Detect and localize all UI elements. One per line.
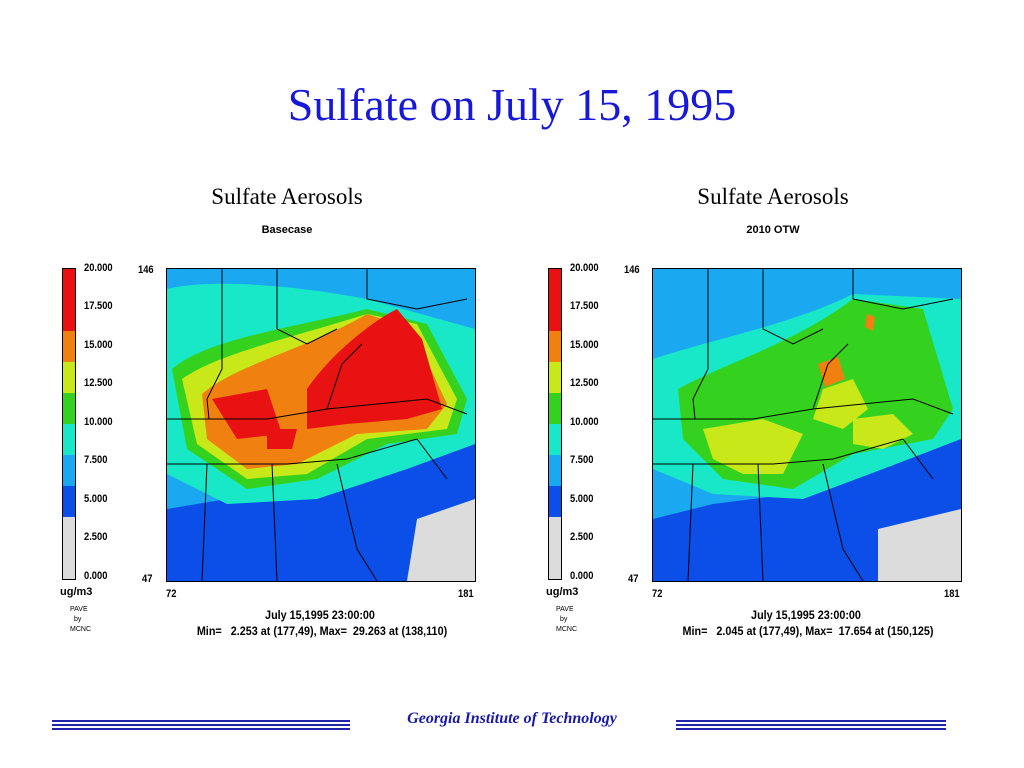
credit-line: PAVE (556, 606, 574, 613)
color-legend (62, 268, 76, 580)
credit-line: by (74, 616, 82, 623)
legend-label: 12.500 (84, 377, 113, 389)
x-left-label: 72 (652, 588, 663, 600)
unit-label: ug/m3 (546, 586, 579, 598)
y-top-label: 146 (624, 264, 640, 276)
x-right-label: 181 (944, 588, 960, 600)
panel-subtitle: Basecase (261, 224, 313, 236)
panel-subtitle: 2010 OTW (746, 224, 800, 236)
credit-line: by (560, 616, 568, 623)
legend-label: 10.000 (84, 416, 113, 428)
legend-label: 17.500 (84, 300, 113, 312)
panel-title: Sulfate Aerosols (697, 184, 849, 209)
x-right-label: 181 (458, 588, 474, 600)
y-bottom-label: 47 (142, 573, 153, 585)
slide-title: Sulfate on July 15, 1995 (287, 79, 737, 130)
legend-label: 7.500 (570, 454, 594, 466)
credit-line: PAVE (70, 606, 88, 613)
legend-label: 7.500 (84, 454, 108, 466)
legend-label: 12.500 (570, 377, 599, 389)
legend-label: 0.000 (570, 570, 594, 582)
legend-label: 5.000 (570, 493, 594, 505)
legend-label: 20.000 (570, 262, 599, 274)
panel-2010-otw: Sulfate Aerosols 2010 OTW 20.000 17.500 … (546, 180, 998, 650)
legend-label: 15.000 (84, 339, 113, 351)
timestamp: July 15,1995 23:00:00 (751, 608, 861, 622)
legend-label: 20.000 (84, 262, 113, 274)
x-left-label: 72 (166, 588, 177, 600)
y-top-label: 146 (138, 264, 154, 276)
legend-label: 5.000 (84, 493, 108, 505)
y-bottom-label: 47 (628, 573, 639, 585)
min-max-readout: Min= 2.045 at (177,49), Max= 17.654 at (… (682, 624, 934, 638)
sulfate-map-basecase (166, 268, 476, 582)
unit-label: ug/m3 (60, 586, 93, 598)
panel-basecase: Sulfate Aerosols Basecase 20.000 17.500 … (60, 180, 512, 650)
legend-label: 15.000 (570, 339, 599, 351)
credit-line: MCNC (70, 626, 91, 633)
sulfate-map-2010-otw (652, 268, 962, 582)
footer-rule-right (676, 720, 946, 730)
credit-line: MCNC (556, 626, 577, 633)
color-legend (548, 268, 562, 580)
legend-label: 2.500 (570, 531, 594, 543)
legend-label: 17.500 (570, 300, 599, 312)
footer-text: Georgia Institute of Technology (407, 710, 617, 727)
timestamp: July 15,1995 23:00:00 (265, 608, 375, 622)
panel-title: Sulfate Aerosols (211, 184, 363, 209)
legend-label: 0.000 (84, 570, 108, 582)
legend-label: 10.000 (570, 416, 599, 428)
min-max-readout: Min= 2.253 at (177,49), Max= 29.263 at (… (196, 624, 448, 638)
legend-label: 2.500 (84, 531, 108, 543)
footer-rule-left (52, 720, 350, 730)
